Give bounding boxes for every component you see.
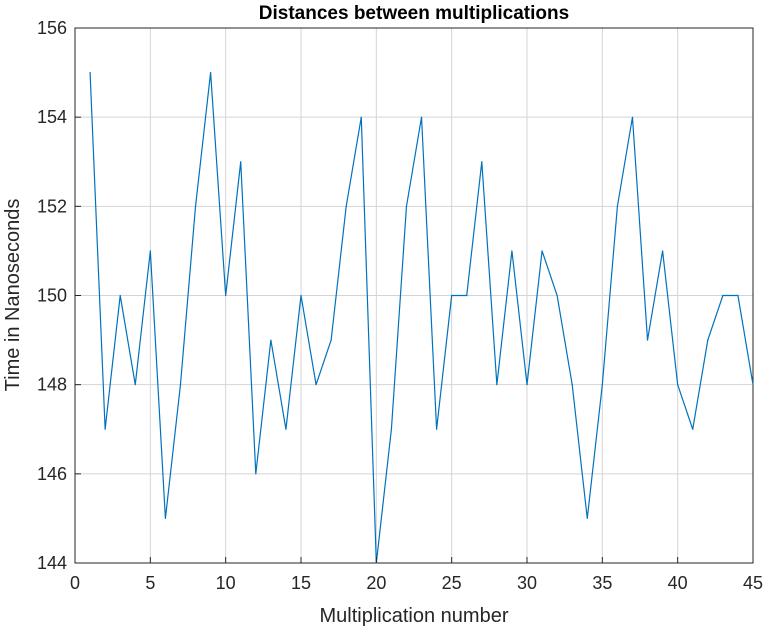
data-point bbox=[390, 428, 392, 430]
data-point bbox=[104, 428, 106, 430]
data-point bbox=[662, 250, 664, 252]
data-point bbox=[631, 116, 634, 118]
data-point bbox=[677, 384, 679, 386]
data-point bbox=[300, 294, 302, 297]
y-axis-label: Time in Nanoseconds bbox=[2, 199, 24, 392]
data-point bbox=[420, 116, 423, 118]
series-layer bbox=[89, 71, 754, 564]
data-point bbox=[601, 384, 603, 386]
x-tick-label: 45 bbox=[743, 573, 763, 593]
data-point bbox=[707, 339, 709, 341]
data-point bbox=[210, 71, 212, 74]
y-tick-label: 146 bbox=[37, 464, 67, 484]
y-axis-ticks: 144 146 148 150 152 154 156 bbox=[37, 18, 81, 573]
data-point bbox=[466, 294, 468, 297]
x-tick-label: 15 bbox=[291, 573, 311, 593]
y-tick-label: 148 bbox=[37, 375, 67, 395]
chart-title: Distances between multiplications bbox=[259, 3, 569, 24]
data-point bbox=[360, 116, 362, 118]
x-tick-label: 5 bbox=[145, 573, 155, 593]
data-point bbox=[616, 205, 619, 207]
y-tick-label: 152 bbox=[37, 196, 67, 216]
data-point bbox=[285, 428, 287, 430]
x-tick-label: 20 bbox=[366, 573, 386, 593]
data-point bbox=[752, 384, 754, 386]
data-point bbox=[586, 517, 588, 520]
data-point bbox=[240, 161, 242, 163]
data-point bbox=[496, 384, 498, 386]
grid bbox=[74, 27, 754, 564]
series-line bbox=[89, 72, 754, 564]
y-tick-label: 156 bbox=[37, 18, 67, 38]
data-point bbox=[405, 205, 408, 207]
y-tick-label: 150 bbox=[37, 286, 67, 306]
x-tick-label: 35 bbox=[592, 573, 612, 593]
data-point bbox=[89, 71, 91, 74]
data-point bbox=[255, 473, 257, 475]
data-point bbox=[194, 205, 197, 207]
data-point bbox=[692, 428, 694, 430]
data-point bbox=[315, 384, 317, 386]
data-point bbox=[511, 250, 513, 252]
x-tick-label: 25 bbox=[442, 573, 462, 593]
data-point bbox=[737, 294, 739, 297]
data-point bbox=[119, 294, 121, 297]
x-axis-ticks: 0 5 10 15 20 25 30 35 40 45 bbox=[70, 557, 763, 593]
x-tick-label: 30 bbox=[517, 573, 537, 593]
data-point bbox=[481, 161, 483, 163]
x-tick-label: 40 bbox=[668, 573, 688, 593]
data-point bbox=[541, 250, 543, 252]
y-tick-label: 154 bbox=[37, 107, 67, 127]
data-point bbox=[345, 205, 347, 207]
data-point bbox=[556, 294, 558, 297]
x-axis-label: Multiplication number bbox=[320, 605, 509, 627]
data-point bbox=[270, 339, 272, 341]
x-tick-label: 10 bbox=[216, 573, 236, 593]
data-point bbox=[149, 250, 151, 252]
data-point bbox=[436, 428, 438, 430]
data-point bbox=[164, 517, 166, 520]
data-point bbox=[526, 384, 528, 386]
y-tick-label: 144 bbox=[37, 553, 67, 573]
data-point bbox=[571, 384, 573, 386]
data-point bbox=[451, 294, 453, 297]
data-point bbox=[330, 339, 332, 341]
data-point bbox=[646, 339, 649, 341]
data-point bbox=[225, 294, 227, 297]
data-point bbox=[134, 384, 136, 386]
data-point bbox=[722, 294, 724, 297]
data-point bbox=[179, 384, 182, 386]
x-tick-label: 0 bbox=[70, 573, 80, 593]
